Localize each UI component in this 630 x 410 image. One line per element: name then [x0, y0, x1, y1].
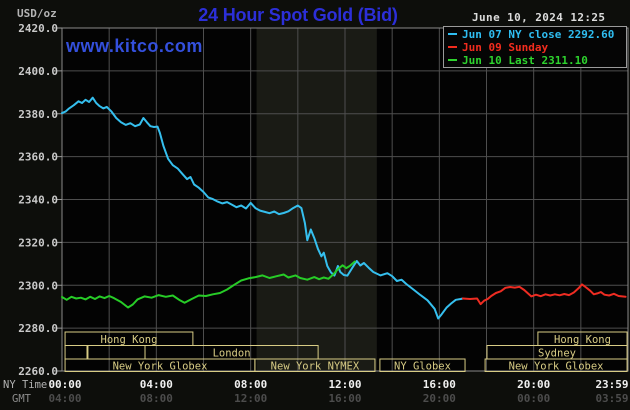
x-tick-label-gmt: 20:00 — [422, 392, 456, 405]
y-tick-label: 2300.0 — [18, 279, 58, 292]
legend-box: Jun 07 NY close 2292.60 Jun 09 Sunday Jun … — [443, 26, 627, 68]
page-title: 24 Hour Spot Gold (Bid) — [198, 5, 398, 25]
x-tick-label-gmt: 12:00 — [234, 392, 268, 405]
legend-dash-icon — [448, 46, 457, 48]
x-tick-label-ny: 12:00 — [328, 378, 362, 391]
x-tick-label-gmt: 00:00 — [517, 392, 551, 405]
session-label: Sydney — [538, 347, 576, 359]
x-tick-label-gmt: 03:59 — [595, 392, 629, 405]
session-label: New York Globex — [113, 360, 208, 372]
y-tick-label: 2400.0 — [18, 65, 58, 78]
legend-dash-icon — [448, 33, 457, 35]
legend-dash-icon — [448, 59, 457, 61]
series-line-jun10 — [61, 260, 356, 309]
x-tick-label-ny: 04:00 — [139, 378, 173, 391]
session-box — [484, 358, 628, 372]
y-tick-label: 2260.0 — [18, 365, 58, 378]
y-tick-label: 2420.0 — [18, 22, 58, 35]
y-tick-label: 2380.0 — [18, 108, 58, 121]
legend-item-1: Jun 09 Sunday — [448, 41, 626, 54]
kitco-watermark-link[interactable]: www.kitco.com — [66, 36, 203, 56]
session-label: London — [213, 347, 251, 359]
legend-item-label: Jun 09 Sunday — [462, 41, 549, 54]
session-label: Hong Kong — [554, 334, 611, 346]
x-tick-label-gmt: 16:00 — [328, 392, 362, 405]
session-label: New York Globex — [509, 360, 604, 372]
ny-time-axis-label: NY Time — [3, 379, 48, 391]
session-label: New York NYMEX — [271, 360, 360, 372]
x-tick-label-gmt: 04:00 — [48, 392, 82, 405]
x-tick-label-ny: 20:00 — [517, 378, 551, 391]
session-label: NY Globex — [394, 360, 451, 372]
y-tick-label: 2340.0 — [18, 194, 58, 207]
y-axis-units-label: USD/oz — [17, 7, 57, 20]
session-label: Hong Kong — [101, 334, 158, 346]
x-tick-label-ny: 08:00 — [234, 378, 268, 391]
x-tick-label-ny: 16:00 — [422, 378, 456, 391]
datetime-stamp: June 10, 2024 12:25 — [472, 11, 606, 24]
y-tick-label: 2280.0 — [18, 322, 58, 335]
session-box — [379, 358, 466, 372]
x-tick-label-gmt: 08:00 — [139, 392, 173, 405]
series-line-jun09 — [461, 283, 627, 306]
x-tick-label-ny: 00:00 — [48, 378, 82, 391]
legend-item-2: Jun 10 Last 2311.10 — [448, 54, 626, 67]
gmt-axis-label: GMT — [12, 393, 31, 405]
session-box — [254, 358, 376, 372]
y-tick-label: 2360.0 — [18, 151, 58, 164]
legend-item-label: Jun 10 Last 2311.10 — [462, 54, 588, 67]
legend-item-label: Jun 07 NY close 2292.60 — [462, 28, 615, 41]
y-tick-label: 2320.0 — [18, 236, 58, 249]
legend-item-0: Jun 07 NY close 2292.60 — [448, 28, 626, 41]
x-tick-label-ny: 23:59 — [595, 378, 629, 391]
series-line-jun07 — [61, 96, 464, 320]
